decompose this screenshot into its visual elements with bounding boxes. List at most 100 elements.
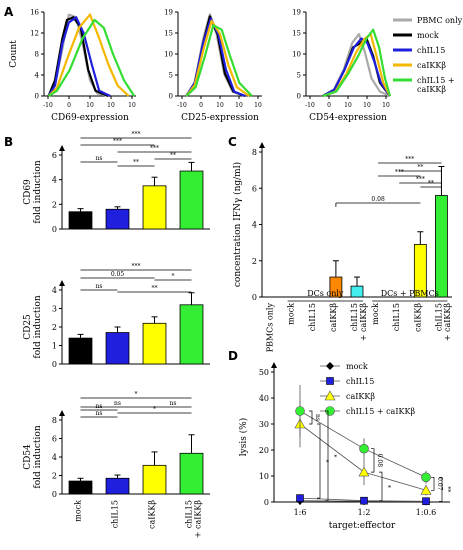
bar-xlabel-C-5: mock (371, 303, 380, 325)
sig-C-2-label: *** (395, 169, 404, 176)
bar-B2-0 (68, 337, 93, 365)
hist-xtick-label-A1: 10 (107, 102, 115, 109)
bar-B1-2 (142, 185, 167, 230)
bar-xlabel-B3-3-line: + caIKKβ (193, 500, 202, 539)
bar-xlabel-B3-3-line: chIL15 (185, 500, 194, 528)
ylabel-B1: CD69fold induction (23, 160, 43, 223)
sig-D-1-line (317, 423, 321, 499)
legend-label-2: chIL15 (417, 46, 445, 55)
sig-D-3-label: 0.08 (376, 454, 383, 468)
sig-B1-1-label: *** (113, 138, 122, 145)
bar-B3-2 (142, 464, 167, 495)
sig-B2-0-label: *** (132, 263, 141, 270)
legend-D-label-0: mock (346, 362, 368, 371)
bar-xlabel-B3-1: chIL15 (111, 500, 120, 528)
legend-D-marker-0 (326, 362, 334, 370)
ylabel-D: lysis (%) (238, 418, 249, 457)
legend-label-3: caIKKβ (417, 61, 446, 70)
hist-ytick-label-A2: 5 (169, 72, 173, 80)
bar-xlabel-B3-3: chIL15+ caIKKβ (185, 500, 203, 539)
sig-B3-0-label: * (135, 391, 138, 398)
bar-B1-3 (179, 170, 204, 230)
panel-label-d: D (228, 349, 238, 363)
bar-ytick-label-B3: 0 (52, 490, 57, 499)
line-xtick-label-D: 1:6 (294, 508, 307, 517)
sig-D-1-label: * (322, 460, 329, 463)
hist-xlabel-A3: CD54-expression (309, 113, 387, 123)
bar-xlabel-C-4: chIL15+ caIKKβ (350, 303, 368, 342)
bar-B3-3 (179, 452, 204, 495)
line-ytick-label-D: 30 (259, 420, 269, 429)
bar-yaxis-arrow-B1 (59, 145, 65, 151)
sig-D-4-line (379, 471, 383, 502)
bar-ytick-label-B3: 6 (52, 435, 57, 444)
sig-D-2-line (325, 410, 329, 502)
sig-B1-3-label: ** (170, 152, 176, 159)
bar-B2-1 (105, 332, 130, 365)
bar-xlabel-B3-1-line: chIL15 (111, 500, 120, 528)
legend-label-1: mock (417, 31, 439, 40)
line-ytick-label-D: 10 (259, 472, 269, 481)
bar-xlabel-C-3-line: caIKKβ (329, 303, 338, 332)
ylabel-B3: CD54fold induction (23, 425, 43, 488)
legend-D-marker-2 (324, 390, 336, 401)
hist-ytick-label-A2: 0 (169, 93, 173, 101)
hist-ytick-label-A2: 15 (164, 30, 173, 38)
hist-curve-A1-4 (48, 18, 136, 97)
panel-label-b: B (4, 135, 13, 149)
sig-C-4-label: ** (428, 180, 434, 187)
panel-label-a: A (4, 5, 14, 19)
bar-xlabel-C-8-line: + caIKKβ (443, 303, 452, 342)
bar-xlabel-C-6-line: chIL15 (392, 303, 401, 331)
hist-xtick-label-A2: 0 (199, 102, 203, 109)
legend-label-0: PBMC only (417, 16, 463, 25)
bar-B3-0 (68, 480, 93, 495)
hist-ytick-label-A1: 16 (30, 9, 39, 17)
hist-xtick-label-A2: -10 (177, 102, 187, 109)
marker-D-2 (420, 484, 432, 495)
bar-xlabel-C-4-line: + caIKKβ (359, 303, 368, 342)
bar-B2-3 (179, 304, 204, 365)
bar-ytick-label-B1: 0 (52, 225, 57, 234)
ylabel-B1-line: CD69 (23, 179, 33, 205)
legend-label-3-line: caIKKβ (417, 61, 446, 70)
bar-yaxis-arrow-C (259, 142, 265, 148)
bar-xlabel-C-2: chIL15 (308, 303, 317, 331)
marker-D-3 (421, 472, 431, 483)
legend-D-label-3: chIL15 + caIKKβ (346, 407, 415, 416)
bar-B3-1 (105, 477, 130, 495)
bar-ytick-label-C: 2 (252, 257, 257, 266)
marker-D-2 (358, 466, 370, 477)
bar-xlabel-B3-2: caIKKβ (148, 500, 157, 529)
line-xlabel-D: target:effector (329, 521, 396, 531)
legend-label-4-line: chIL15 + (417, 76, 455, 85)
hist-xtick-label-A1: -10 (43, 102, 53, 109)
bar-B2-2 (142, 322, 167, 365)
bar-ytick-label-B3: 8 (52, 416, 57, 425)
group-label-C-0: DCs only (307, 289, 344, 298)
bar-xlabel-C-4-line: chIL15 (350, 303, 359, 331)
hist-curve-A3-4 (322, 28, 392, 98)
ylabel-B3-line: CD54 (23, 444, 33, 470)
bar-xlabel-C-0: PBMCs only (266, 303, 275, 353)
marker-D-3 (295, 406, 305, 416)
sig-D-4-label: * (384, 485, 391, 488)
line-ytick-label-D: 0 (264, 498, 269, 507)
bar-ytick-label-B2: 2 (52, 323, 57, 332)
bar-xlabel-C-1: mock (287, 303, 296, 325)
sig-D-5-line (431, 476, 435, 491)
ylabel-B2-line: fold induction (33, 295, 43, 358)
bar-ytick-label-C: 0 (252, 293, 257, 302)
sig-B3-1-label: ns (114, 400, 121, 407)
hist-ylabel-A1: Count (9, 40, 19, 68)
bar-ytick-label-B3: 4 (52, 453, 57, 462)
line-series-D-2 (299, 423, 427, 491)
sig-B1-5-label: ** (133, 159, 139, 166)
bar-B1-1 (105, 208, 130, 230)
bar-ytick-label-B2: 4 (52, 286, 57, 295)
sig-B1-4-label: ns (96, 155, 103, 162)
line-yaxis-arrow-D (271, 362, 277, 368)
hist-curve-A2-4 (185, 24, 253, 97)
sig-C-1-label: ** (417, 164, 423, 171)
